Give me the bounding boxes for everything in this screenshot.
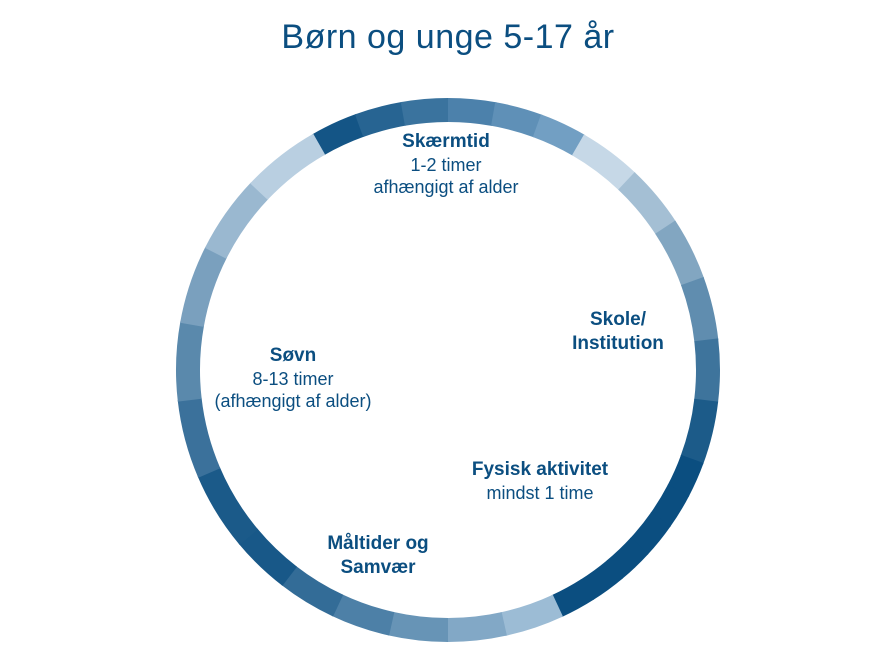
ring-segment-skole — [681, 399, 719, 465]
label-fysisk: Fysisk aktivitet mindst 1 time — [430, 458, 650, 504]
ring-segment-maaltider — [388, 612, 448, 642]
ring-segment-maaltider — [500, 595, 563, 636]
ring-segment-soevn — [180, 247, 227, 327]
label-skole: Skole/ Institution — [538, 308, 698, 356]
label-soevn: Søvn 8-13 timer (afhængigt af alder) — [178, 344, 408, 413]
ring-segment-soevn — [198, 467, 258, 545]
label-soevn-line2: (afhængigt af alder) — [178, 390, 408, 413]
label-maaltider: Måltider og Samvær — [278, 532, 478, 580]
label-skole-heading: Skole/ — [538, 308, 698, 332]
label-soevn-line1: 8-13 timer — [178, 368, 408, 391]
label-skole-line1: Institution — [538, 332, 698, 356]
label-skaermtid-line2: afhængigt af alder — [256, 176, 636, 199]
ring-segment-skaermtid — [448, 98, 497, 126]
label-fysisk-heading: Fysisk aktivitet — [430, 458, 650, 482]
ring-chart: Skærmtid 1-2 timer afhængigt af alder Sk… — [168, 90, 728, 650]
label-fysisk-line1: mindst 1 time — [430, 482, 650, 505]
label-skaermtid: Skærmtid 1-2 timer afhængigt af alder — [256, 130, 636, 199]
ring-segment-skaermtid — [401, 98, 450, 126]
label-maaltider-heading: Måltider og — [278, 532, 478, 556]
label-skaermtid-heading: Skærmtid — [256, 130, 636, 154]
ring-segment-skole — [694, 338, 720, 403]
ring-segment-skole — [655, 221, 704, 287]
label-maaltider-line1: Samvær — [278, 556, 478, 580]
ring-segment-maaltider — [447, 612, 507, 642]
label-skaermtid-line1: 1-2 timer — [256, 154, 636, 177]
label-soevn-heading: Søvn — [178, 344, 408, 368]
ring-segment-maaltider — [332, 594, 395, 635]
page-title: Børn og unge 5-17 år — [0, 18, 896, 57]
